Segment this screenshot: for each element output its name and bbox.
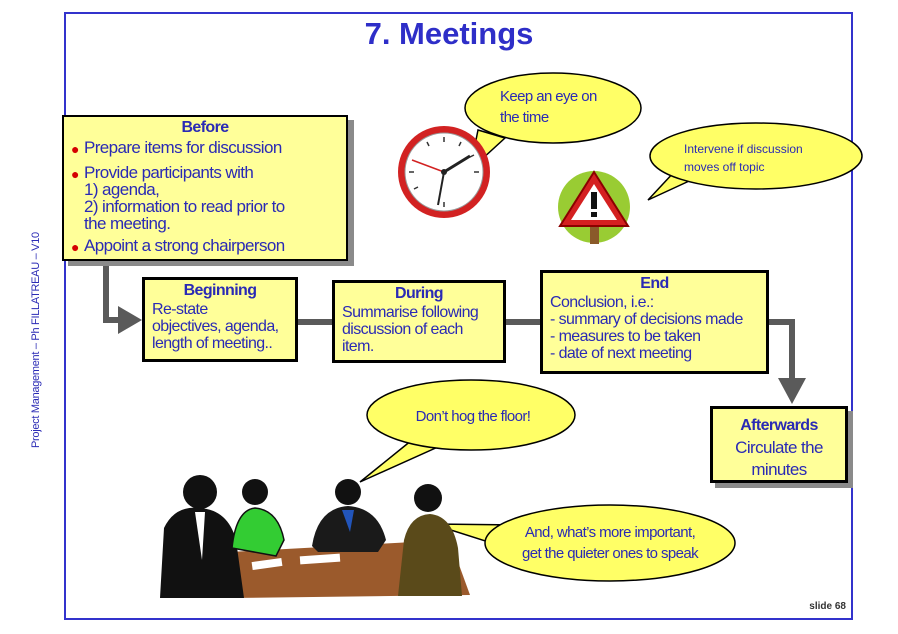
before-heading: Before bbox=[181, 119, 229, 136]
bubble-quiet bbox=[431, 504, 736, 582]
afterwards-box: Afterwards Circulate the minutes bbox=[710, 406, 848, 483]
beginning-heading: Beginning bbox=[183, 282, 257, 299]
beginning-box: Beginning Re-state objectives, agenda, l… bbox=[142, 277, 298, 362]
page-title: 7. Meetings bbox=[364, 16, 534, 51]
meeting-people-illustration bbox=[160, 475, 470, 598]
before-item: ● Prepare items for discussion bbox=[71, 138, 282, 157]
bullet-icon: ● bbox=[71, 141, 79, 157]
bubble-topic bbox=[647, 122, 863, 201]
slide-frame bbox=[64, 12, 853, 620]
bubble-floor bbox=[359, 379, 576, 483]
before-box: Before ● Prepare items for discussion ● Pr… bbox=[62, 115, 348, 261]
bubble-quiet-text: And, what’s more important, get the quie… bbox=[521, 524, 699, 562]
end-heading: End bbox=[640, 275, 669, 292]
bubble-time-text: Keep an eye on the time bbox=[500, 88, 597, 126]
afterwards-text: Circulate the minutes bbox=[735, 438, 823, 479]
bubble-floor-text: Don’t hog the floor! bbox=[415, 408, 531, 425]
end-box: End Conclusion, i.e.: - summary of decis… bbox=[540, 270, 769, 374]
before-item: ● Provide participants with 1) agenda, 2)… bbox=[71, 163, 285, 233]
end-text: Conclusion, i.e.: - summary of decisions… bbox=[550, 294, 743, 362]
bullet-icon: ● bbox=[71, 239, 79, 255]
bubble-topic-text: Intervene if discussion moves off topic bbox=[684, 142, 803, 174]
flow-connectors bbox=[103, 262, 795, 380]
before-item: ● Appoint a strong chairperson bbox=[71, 236, 285, 255]
slide-number: slide 68 bbox=[809, 601, 846, 612]
before-list: ● Prepare items for discussion ● Provide p… bbox=[70, 138, 340, 255]
clock-icon bbox=[398, 126, 490, 218]
bullet-icon: ● bbox=[71, 166, 79, 182]
during-heading: During bbox=[395, 285, 444, 302]
warning-sign-icon bbox=[558, 170, 630, 244]
arrow-head-beginning bbox=[118, 306, 142, 334]
during-box: During Summarise following discussion of… bbox=[332, 280, 506, 363]
arrow-head-afterwards bbox=[778, 378, 806, 404]
during-text: Summarise following discussion of each i… bbox=[342, 304, 479, 355]
afterwards-heading: Afterwards bbox=[740, 417, 818, 434]
beginning-text: Re-state objectives, agenda, length of m… bbox=[152, 301, 279, 352]
